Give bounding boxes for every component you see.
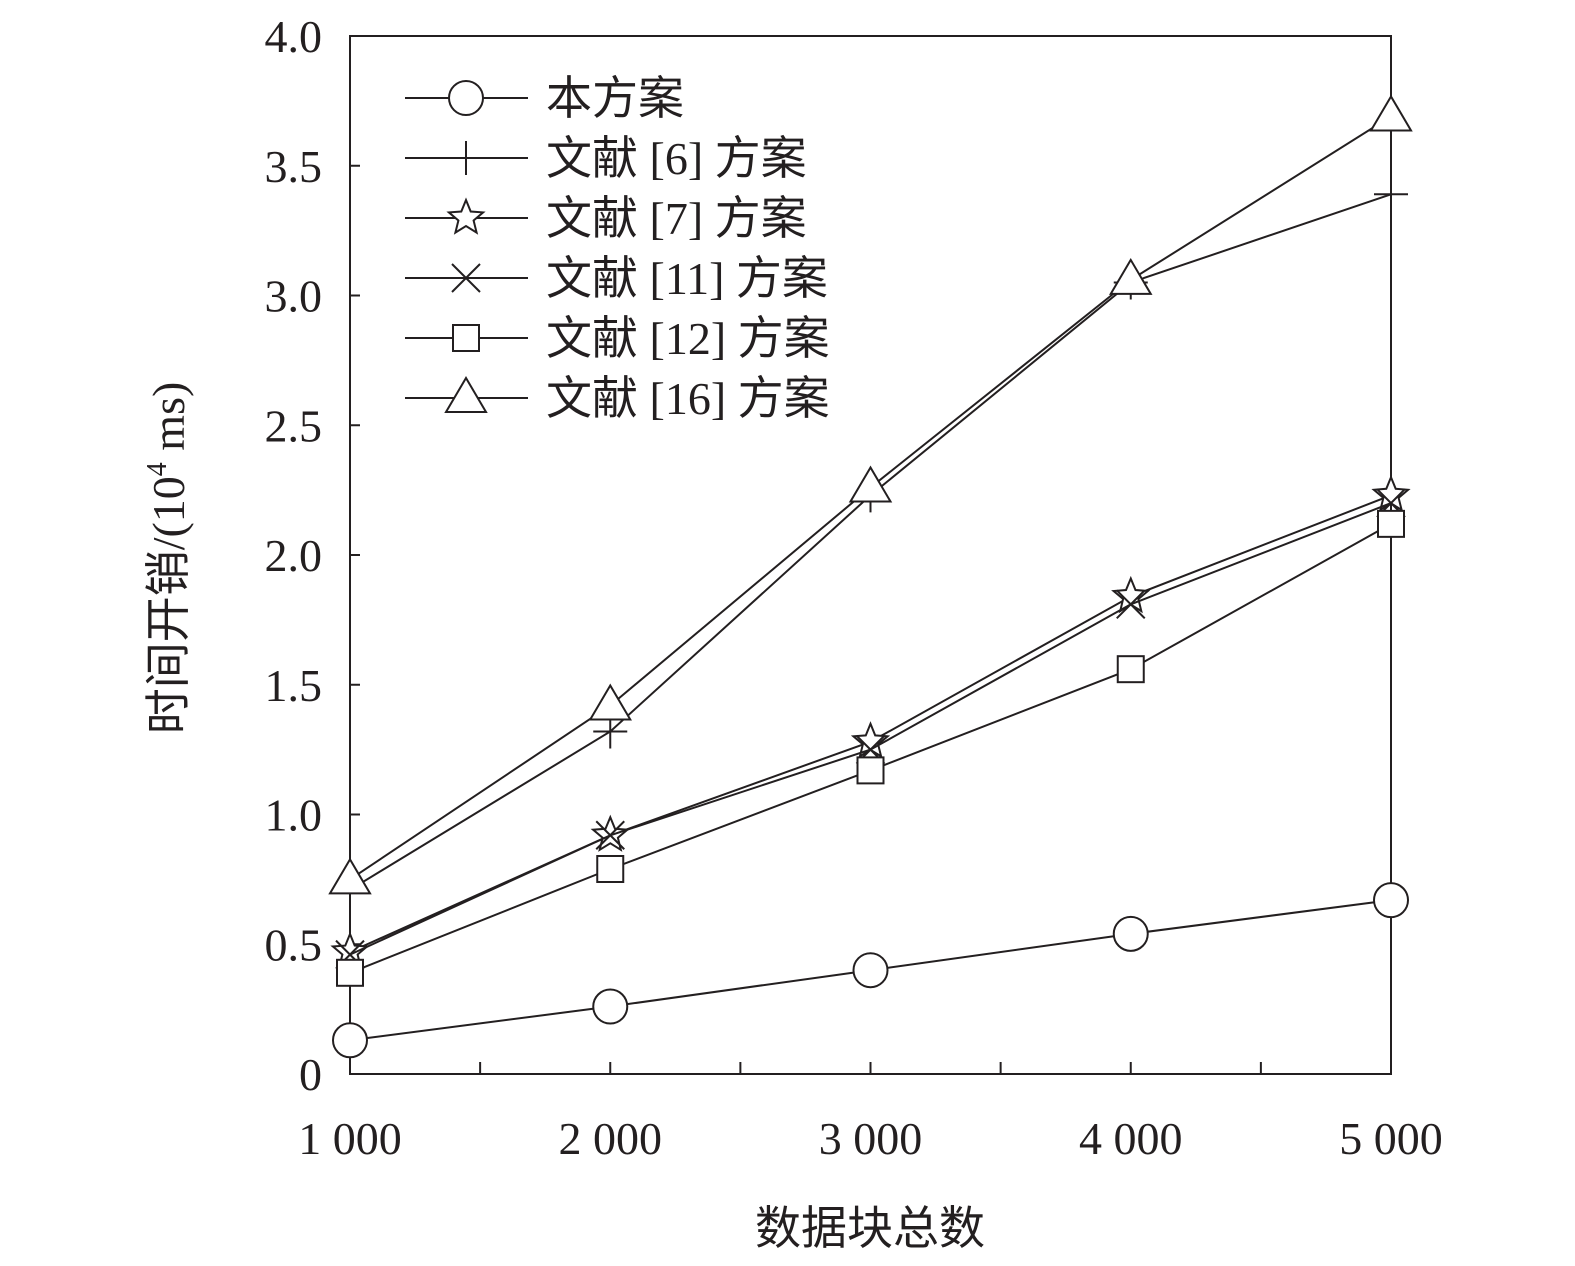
legend-item: 文献 [16] 方案 [405,373,830,424]
x-tick-label: 1 000 [298,1113,402,1164]
data-point [336,958,364,987]
series-6 [328,94,1413,895]
x-tick-label: 3 000 [819,1113,923,1164]
data-point [856,756,885,785]
data-point [592,988,629,1025]
legend-marker [451,263,481,293]
legend-marker [448,80,484,116]
legend-marker [446,197,486,235]
legend-label: 文献 [12] 方案 [546,313,830,364]
data-point [596,854,625,883]
y-axis-label-main: 时间开销/(10 [143,476,194,734]
data-point [850,721,891,759]
legend-marker [449,141,483,175]
legend-label: 文献 [6] 方案 [546,133,807,184]
series-2 [333,177,1408,907]
y-tick-label: 0 [299,1049,322,1100]
data-point [1374,177,1408,212]
x-tick-label: 4 000 [1079,1113,1183,1164]
series-line [349,193,1392,891]
legend-item: 本方案 [405,73,684,124]
data-point [1373,882,1409,919]
data-point [1116,655,1145,684]
data-point [332,1022,368,1059]
legend-item: 文献 [6] 方案 [405,133,807,184]
data-point [848,465,893,503]
series-5 [336,509,1405,987]
legend-item: 文献 [11] 方案 [405,253,828,304]
y-tick-label: 1.5 [265,660,323,711]
series-1 [332,882,1409,1059]
y-tick-label: 2.0 [265,530,323,581]
y-axis: 0 0.5 1.0 1.5 2.0 2.5 3.0 3.5 4.0 [265,11,360,1100]
legend-label: 文献 [16] 方案 [546,373,830,424]
y-axis-label-unit: ms) [143,382,194,463]
y-tick-label: 0.5 [265,919,323,970]
legend-label: 文献 [11] 方案 [546,253,828,304]
data-point [328,857,372,895]
legend-marker [452,324,480,352]
series-3 [330,474,1411,969]
data-point [1377,509,1405,538]
legend-label: 文献 [7] 方案 [546,193,807,244]
y-tick-label: 2.5 [265,400,323,451]
x-tick-label: 5 000 [1339,1113,1443,1164]
x-axis: 1 000 2 000 3 000 4 000 5 000 [298,1062,1443,1164]
legend-item: 文献 [12] 方案 [405,313,830,364]
y-axis-label-superscript: 4 [142,462,173,476]
data-point [588,683,632,721]
legend-marker [444,376,488,413]
data-point [1369,94,1413,132]
y-tick-label: 3.0 [265,271,323,322]
data-point [590,814,630,852]
data-point [595,820,625,850]
y-tick-label: 4.0 [265,11,323,62]
y-tick-label: 3.5 [265,141,323,192]
y-axis-label: 时间开销/(104 ms) [142,382,194,735]
data-point [1111,575,1151,614]
legend-label: 本方案 [546,73,684,124]
x-tick-label: 2 000 [559,1113,663,1164]
data-point [852,952,889,989]
x-axis-label: 数据块总数 [755,1203,985,1254]
data-point [1116,589,1146,620]
data-point [1109,257,1153,295]
legend-item: 文献 [7] 方案 [405,193,807,244]
y-tick-label: 1.0 [265,790,323,841]
data-point [1112,915,1149,952]
series-layer [328,94,1413,1059]
